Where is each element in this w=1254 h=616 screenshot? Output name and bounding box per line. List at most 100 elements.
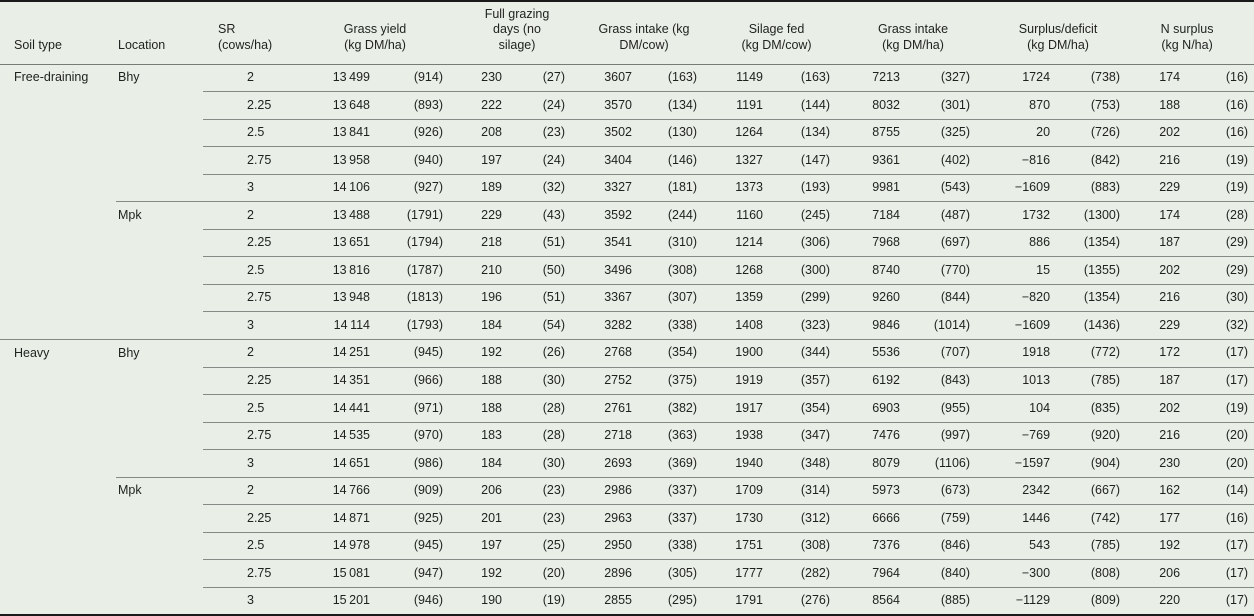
cell-full-grazing-days-sd: (43): [508, 201, 571, 230]
cell-stocking-rate: 2.75: [203, 146, 287, 175]
table-row: 2.5 13 841 (926) 208 (23) 3502 (130) 1264 (134) 8…: [0, 118, 1254, 147]
cell-grass-intake-cow-mean: 2693: [571, 449, 638, 478]
cell-grass-intake-cow-mean: 3570: [571, 91, 638, 120]
cell-full-grazing-days-sd: (23): [508, 504, 571, 533]
cell-full-grazing-days-mean: 183: [449, 421, 508, 450]
table-row: 2.75 14 535 (970) 183 (28) 2718 (363) 1938 (347)…: [0, 421, 1254, 450]
cell-full-grazing-days-sd: (51): [508, 228, 571, 257]
cell-grass-intake-cow-mean: 2752: [571, 366, 638, 395]
cell-n-surplus-sd: (19): [1186, 146, 1254, 175]
cell-n-surplus-mean: 202: [1126, 256, 1187, 285]
cell-n-surplus-mean: 230: [1126, 449, 1187, 478]
cell-location: [116, 284, 203, 312]
cell-full-grazing-days-sd: (30): [508, 366, 571, 395]
cell-stocking-rate: 2.75: [203, 421, 287, 450]
cell-stocking-rate: 2: [247, 69, 254, 84]
cell-grass-yield-sd: (971): [376, 394, 449, 423]
cell-grass-intake-ha-sd: (843): [906, 366, 977, 395]
cell-silage-fed-sd: (245): [769, 201, 837, 230]
cell-grass-intake-ha-sd: (1106): [906, 449, 977, 478]
cell-surplus-deficit-sd: (726): [1056, 118, 1127, 147]
cell-n-surplus-mean: 220: [1126, 586, 1187, 615]
cell-soil-type: [0, 560, 116, 588]
cell-n-surplus-sd: (32): [1186, 311, 1254, 340]
cell-silage-fed-sd: (354): [769, 394, 837, 423]
cell-grass-intake-ha-mean: 5973: [836, 476, 907, 505]
cell-stocking-rate: 2.25: [203, 366, 287, 395]
cell-full-grazing-days-sd: (51): [508, 283, 571, 312]
cell-n-surplus-sd: (30): [1186, 283, 1254, 312]
cell-full-grazing-days-mean: 197: [449, 146, 508, 175]
cell-n-surplus-mean: 216: [1126, 421, 1187, 450]
cell-full-grazing-days-mean: 188: [449, 366, 508, 395]
cell-n-surplus-sd: (19): [1186, 173, 1254, 202]
cell-n-surplus-mean: 188: [1126, 91, 1187, 120]
cell-stocking-rate: 3: [203, 173, 287, 202]
cell-stocking-rate: 2: [203, 476, 287, 505]
cell-soil-type: [0, 450, 116, 478]
col-header-grass-intake-ha: Grass intake (kg DM/ha): [836, 1, 977, 65]
cell-soil-type: Heavy: [0, 338, 116, 368]
cell-grass-intake-cow-sd: (375): [638, 366, 704, 395]
cell-silage-fed-mean: 1264: [703, 118, 770, 147]
cell-surplus-deficit-mean: 1724: [1022, 69, 1051, 84]
cell-surplus-deficit-mean: 1446: [976, 504, 1057, 533]
cell-soil-type: [0, 395, 116, 423]
cell-grass-yield-sd: (914): [413, 69, 443, 84]
cell-surplus-deficit-mean: 20: [976, 118, 1057, 147]
cell-full-grazing-days-sd: (28): [508, 394, 571, 423]
cell-n-surplus-sd: (17): [1186, 338, 1254, 368]
cell-grass-intake-ha-sd: (402): [906, 146, 977, 175]
cell-silage-fed-mean: 1791: [703, 586, 770, 615]
cell-grass-intake-cow-sd: (134): [638, 91, 704, 120]
cell-n-surplus-mean: 187: [1126, 366, 1187, 395]
cell-grass-intake-ha-sd: (707): [906, 338, 977, 368]
cell-grass-intake-cow-mean: 2986: [571, 476, 638, 505]
table-row: 2.75 13 948 (1813) 196 (51) 3367 (307) 1359 (299…: [0, 283, 1254, 312]
cell-silage-fed-mean: 1777: [703, 559, 770, 588]
cell-silage-fed-mean: 1359: [703, 283, 770, 312]
cell-silage-fed-sd: (357): [769, 366, 837, 395]
cell-grass-intake-cow-mean: 3541: [571, 228, 638, 257]
cell-silage-fed-sd: (144): [769, 91, 837, 120]
cell-grass-yield-mean: 15 081: [287, 559, 376, 588]
col-header-n-surplus: N surplus (kg N/ha): [1126, 1, 1254, 65]
cell-grass-intake-ha-sd: (770): [906, 256, 977, 285]
cell-grass-yield-sd: (945): [376, 338, 449, 368]
cell-grass-intake-ha-sd: (955): [906, 394, 977, 423]
cell-stocking-rate: 2.5: [203, 531, 287, 560]
table-row: 2.25 14 871 (925) 201 (23) 2963 (337) 1730 (312)…: [0, 504, 1254, 533]
cell-full-grazing-days-mean: 184: [449, 449, 508, 478]
cell-location: Mpk: [116, 201, 203, 230]
cell-surplus-deficit-mean: 1013: [976, 366, 1057, 395]
table-body: Free-draining Bhy 2 13 499 (914) 230 (27) 3607(…: [0, 64, 1254, 615]
cell-n-surplus-sd: (17): [1186, 586, 1254, 615]
cell-silage-fed-sd: (282): [769, 559, 837, 588]
cell-grass-intake-cow-mean: 2950: [571, 531, 638, 560]
cell-soil-type: [0, 477, 116, 505]
cell-silage-fed-sd: (348): [769, 449, 837, 478]
table-row: 3 14 114 (1793) 184 (54) 3282 (338) 1408 (323) 98…: [0, 311, 1254, 340]
cell-silage-fed-mean: 1149: [736, 69, 764, 84]
cell-n-surplus-mean: 216: [1126, 283, 1187, 312]
table-row: 3 15 201 (946) 190 (19) 2855 (295) 1791 (276) 856…: [0, 586, 1254, 615]
cell-grass-intake-cow-sd: (338): [638, 311, 704, 340]
cell-grass-yield-sd: (940): [376, 146, 449, 175]
cell-grass-intake-cow-sd: (146): [638, 146, 704, 175]
cell-silage-fed-sd: (300): [769, 256, 837, 285]
cell-location: [116, 422, 203, 450]
cell-stocking-rate: 2.5: [203, 256, 287, 285]
cell-location: [116, 450, 203, 478]
cell-silage-fed-mean: 1919: [703, 366, 770, 395]
cell-surplus-deficit-mean: −1609: [976, 311, 1057, 340]
cell-surplus-deficit-mean: −816: [976, 146, 1057, 175]
cell-grass-intake-ha-sd: (1014): [906, 311, 977, 340]
cell-grass-yield-mean: 13 948: [287, 283, 376, 312]
cell-grass-yield-mean: 13 488: [287, 201, 376, 230]
table-row: Mpk 2 14 766 (909) 206 (23) 2986 (337) 1709 (314)…: [0, 476, 1254, 505]
cell-silage-fed-mean: 1268: [703, 256, 770, 285]
cell-silage-fed-sd: (347): [769, 421, 837, 450]
cell-n-surplus-sd: (16): [1186, 504, 1254, 533]
cell-grass-yield-mean: 13 499: [332, 69, 370, 84]
